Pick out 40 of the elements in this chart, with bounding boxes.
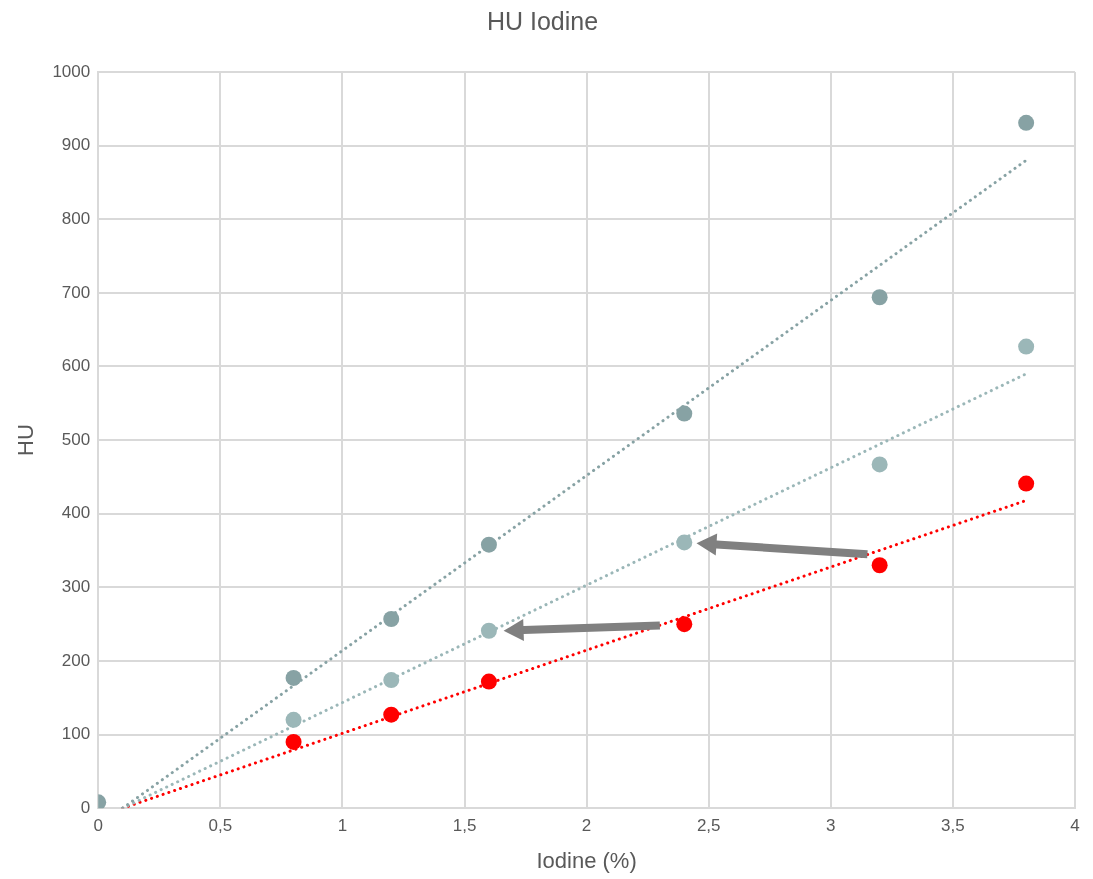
y-tick-label: 1000 <box>52 61 91 81</box>
point <box>871 289 888 306</box>
y-tick-label: 800 <box>61 208 91 228</box>
y-axis-title: HU <box>13 424 39 456</box>
point <box>480 536 497 553</box>
y-tick-label: 600 <box>61 356 91 376</box>
point <box>676 616 693 633</box>
chart-title: HU Iodine <box>486 6 599 35</box>
y-tick-label: 500 <box>61 429 91 449</box>
point <box>871 456 888 473</box>
x-tick-label: 1,5 <box>452 816 477 836</box>
x-tick-label: 3 <box>826 816 836 836</box>
point <box>285 711 302 728</box>
y-tick-label: 200 <box>61 650 91 670</box>
x-tick-label: 3,5 <box>941 816 965 836</box>
point <box>1018 338 1035 355</box>
point <box>285 733 302 750</box>
y-tick-label: 300 <box>61 577 91 597</box>
point <box>1018 114 1035 131</box>
point <box>480 673 497 690</box>
y-tick-label: 900 <box>61 135 91 155</box>
x-axis-title: Iodine (%) <box>536 847 637 873</box>
point <box>480 622 497 639</box>
point <box>383 672 400 689</box>
y-tick-label: 700 <box>61 282 91 302</box>
x-tick-label: 2 <box>581 816 592 836</box>
point <box>676 405 693 422</box>
point <box>285 669 302 686</box>
point <box>383 611 400 627</box>
point <box>676 534 693 551</box>
y-tick-label: 100 <box>61 724 91 744</box>
point <box>871 557 888 574</box>
x-tick-label: 4 <box>1070 816 1080 836</box>
point <box>1018 475 1035 492</box>
y-tick-label: 400 <box>61 503 91 523</box>
x-tick-label: 0,5 <box>208 816 233 836</box>
y-tick-label: 0 <box>80 797 91 817</box>
x-tick-label: 1 <box>337 816 348 836</box>
x-tick-label: 2,5 <box>696 816 721 836</box>
point <box>383 706 400 723</box>
